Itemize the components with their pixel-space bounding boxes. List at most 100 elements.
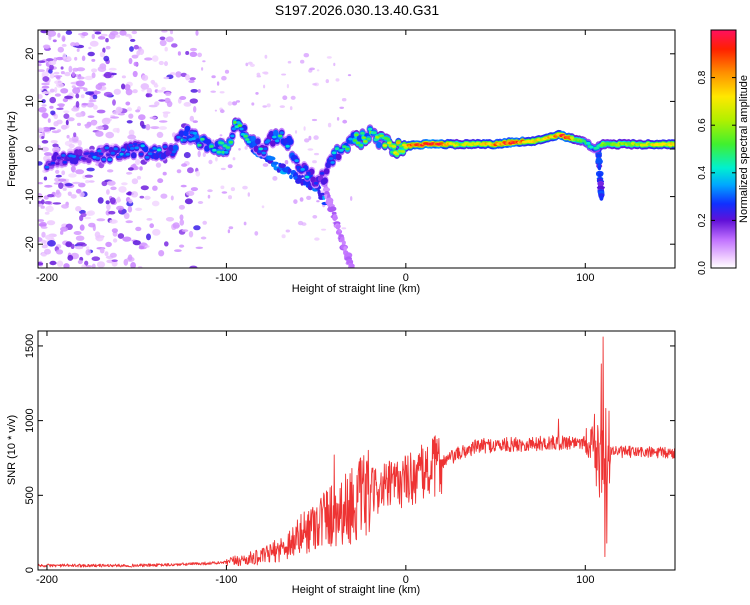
noise-blob [158,250,165,257]
ridge-core [334,147,340,151]
noise-blob [144,195,151,200]
ridge-core [170,153,175,157]
noise-blob [179,214,184,221]
noise-blob [129,46,134,52]
noise-blob [190,89,198,93]
noise-blob [189,51,198,57]
ridge-core [361,136,367,140]
noise-blob [56,119,63,125]
noise-blob [138,48,145,55]
ridge-core [101,158,107,161]
noise-blob [155,162,162,168]
ridge-core [61,154,66,157]
noise-blob [42,126,51,132]
snr-frame [37,330,676,571]
ridge-core [134,146,139,150]
noise-blob [49,64,54,71]
noise-blob [245,62,249,67]
noise-blob [38,182,43,185]
ridge-core [339,148,344,152]
noise-blob [105,210,111,216]
snr-y-axis-label: SNR (10 * v/v) [6,415,18,485]
ridge-core [331,151,337,155]
branch-blob [279,163,286,169]
noise-blob [41,85,50,89]
noise-blob [105,45,111,50]
noise-blob [197,89,201,93]
noise-blob [227,101,233,106]
noise-blob [60,71,65,75]
snr-x-tick-label: 0 [403,574,409,586]
noise-blob [117,233,125,239]
noise-blob [41,91,51,95]
noise-blob [219,134,223,137]
ridge-core [294,159,299,163]
spectrogram-x-tick-label: -100 [215,272,237,284]
noise-blob [46,220,56,226]
ridge-core [98,152,104,156]
ridge-core [182,138,187,142]
ridge-core [246,140,251,144]
noise-blob [91,263,96,268]
noise-blob [141,89,145,92]
ridge-core [285,144,290,148]
branch-blob [333,216,338,220]
ridge-core [50,161,56,165]
noise-blob [339,106,345,110]
noise-blob [60,88,69,94]
noise-blob [88,46,92,50]
noise-blob [84,75,94,81]
noise-blob [281,234,286,239]
noise-blob [130,38,136,42]
noise-blob [103,55,110,62]
noise-blob [40,146,49,152]
noise-blob [97,36,106,40]
noise-blob [325,79,329,84]
ridge-mid [323,168,330,175]
noise-blob [121,75,126,79]
noise-blob [220,167,226,171]
noise-blob [221,191,228,194]
ridge-core [300,168,305,171]
ridge-mid [356,135,363,142]
noise-blob [140,185,149,191]
noise-blob [41,99,46,104]
noise-blob [86,102,95,108]
ridge-core [328,157,334,160]
noise-blob [61,43,67,47]
noise-blob [62,36,66,42]
noise-blob [38,127,45,133]
noise-blob [41,244,48,249]
noise-blob [336,117,340,121]
noise-blob [77,259,83,265]
noise-blob [97,66,107,72]
noise-blob [161,30,168,33]
noise-blob [55,56,64,61]
noise-blob [85,91,94,95]
ridge-core [176,135,181,139]
ridge-core [296,165,301,169]
noise-blob [108,67,117,71]
ridge-core [147,152,153,156]
noise-blob [327,122,332,128]
noise-blob [307,148,314,151]
noise-blob [76,76,85,80]
noise-blob [333,62,336,67]
ridge-core [231,127,237,131]
noise-blob [60,124,68,130]
noise-blob [57,46,64,53]
noise-blob [95,130,104,137]
ridge-core [354,133,359,137]
ridge-core [279,131,284,135]
noise-blob [41,140,49,144]
branch-blob [595,158,603,165]
ridge-core [358,143,364,147]
ridge-core [121,148,126,152]
noise-blob [116,127,120,134]
noise-blob [220,109,225,114]
noise-blob [189,77,196,81]
noise-blob [118,186,127,193]
noise-blob [110,186,117,191]
branch-blob [297,174,305,178]
noise-blob [190,187,198,192]
